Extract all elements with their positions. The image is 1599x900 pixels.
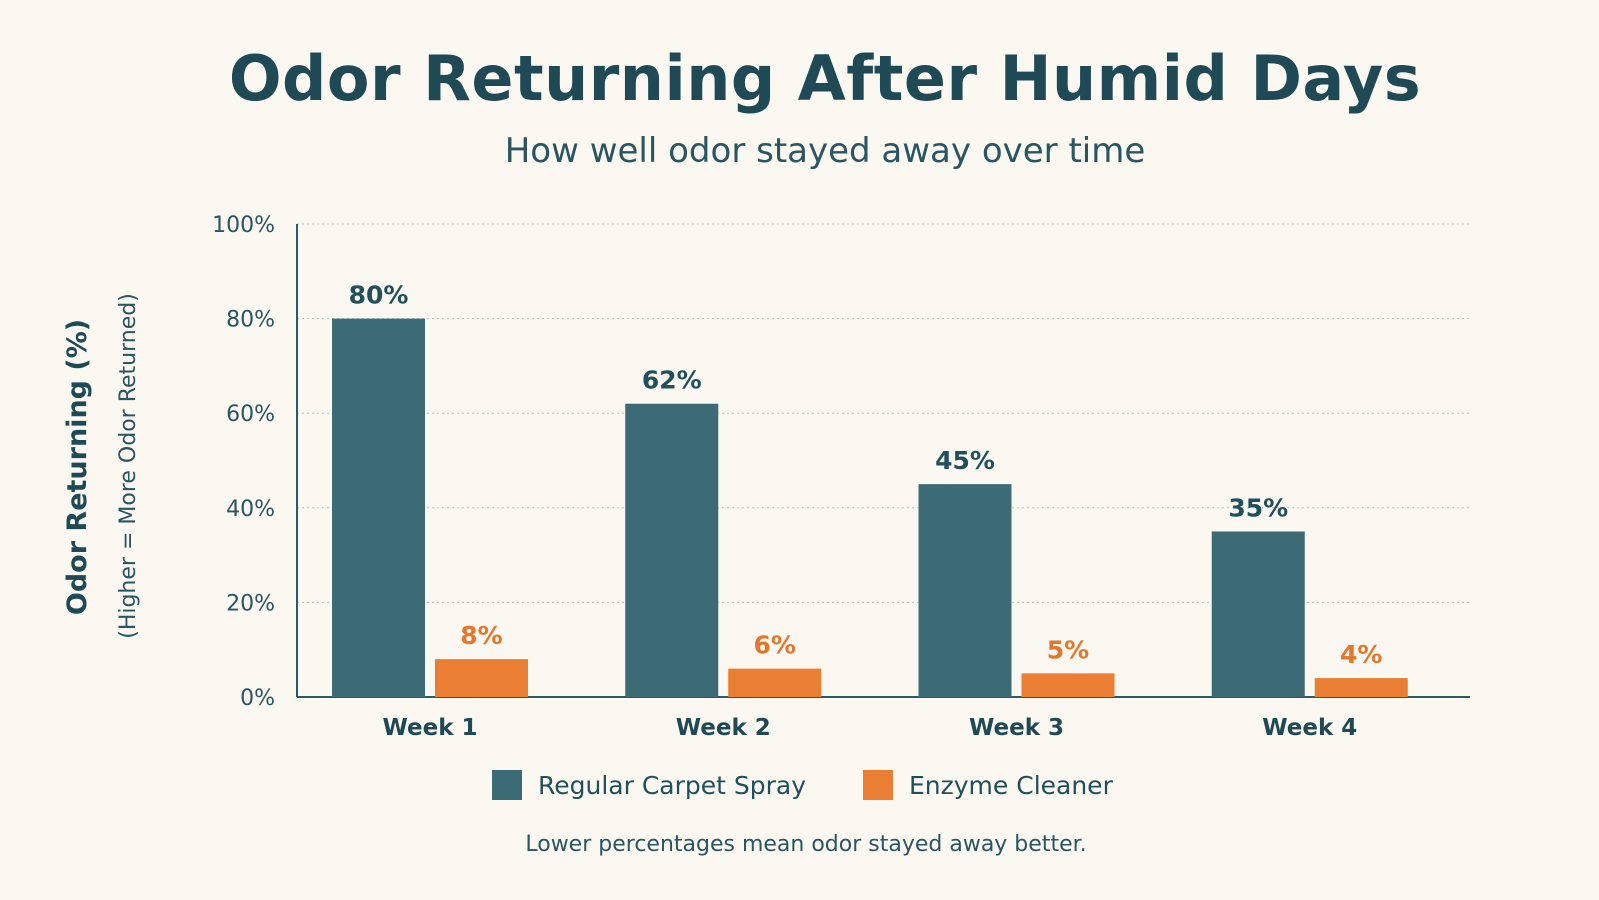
y-tick-label: 20% bbox=[226, 591, 275, 616]
y-tick-label: 40% bbox=[226, 497, 275, 522]
legend-swatch-regular-carpet-spray bbox=[492, 770, 522, 800]
bar bbox=[728, 668, 822, 697]
x-tick-label: Week 1 bbox=[382, 715, 477, 741]
data-label: 8% bbox=[460, 621, 502, 650]
x-tick-label: Week 3 bbox=[969, 715, 1064, 741]
bar bbox=[1211, 531, 1305, 697]
y-tick-label: 80% bbox=[226, 308, 275, 333]
legend-label-regular-carpet-spray: Regular Carpet Spray bbox=[538, 770, 807, 800]
data-label: 35% bbox=[1228, 493, 1288, 522]
x-tick-label: Week 4 bbox=[1262, 715, 1357, 741]
y-axis-title: Odor Returning (%) bbox=[62, 319, 93, 615]
data-label: 80% bbox=[349, 281, 409, 310]
y-tick-label: 0% bbox=[240, 686, 275, 711]
y-tick-label: 60% bbox=[226, 402, 275, 427]
bar bbox=[435, 659, 528, 697]
data-label: 62% bbox=[642, 366, 702, 395]
bar bbox=[1021, 673, 1115, 697]
y-tick-label: 100% bbox=[212, 213, 275, 238]
chart-legend: Regular Carpet Spray Enzyme Cleaner bbox=[0, 768, 1599, 802]
chart-footnote: Lower percentages mean odor stayed away … bbox=[525, 832, 1087, 857]
data-label: 5% bbox=[1047, 635, 1089, 664]
y-axis-subtitle: (Higher = More Odor Returned) bbox=[116, 293, 141, 639]
chart-title: Odor Returning After Humid Days bbox=[228, 42, 1422, 115]
bar bbox=[332, 318, 425, 697]
data-label: 4% bbox=[1340, 640, 1382, 669]
legend-label-enzyme-cleaner: Enzyme Cleaner bbox=[909, 770, 1113, 800]
legend-item-enzyme-cleaner: Enzyme Cleaner bbox=[863, 768, 1113, 802]
bar bbox=[1314, 678, 1408, 697]
legend-item-regular-carpet-spray: Regular Carpet Spray bbox=[492, 768, 806, 802]
x-tick-label: Week 2 bbox=[676, 715, 771, 741]
legend-swatch-enzyme-cleaner bbox=[863, 770, 893, 800]
bar bbox=[918, 484, 1012, 697]
chart-subtitle: How well odor stayed away over time bbox=[504, 131, 1146, 171]
bar bbox=[625, 403, 719, 697]
data-label: 45% bbox=[935, 446, 995, 475]
data-label: 6% bbox=[754, 631, 796, 660]
